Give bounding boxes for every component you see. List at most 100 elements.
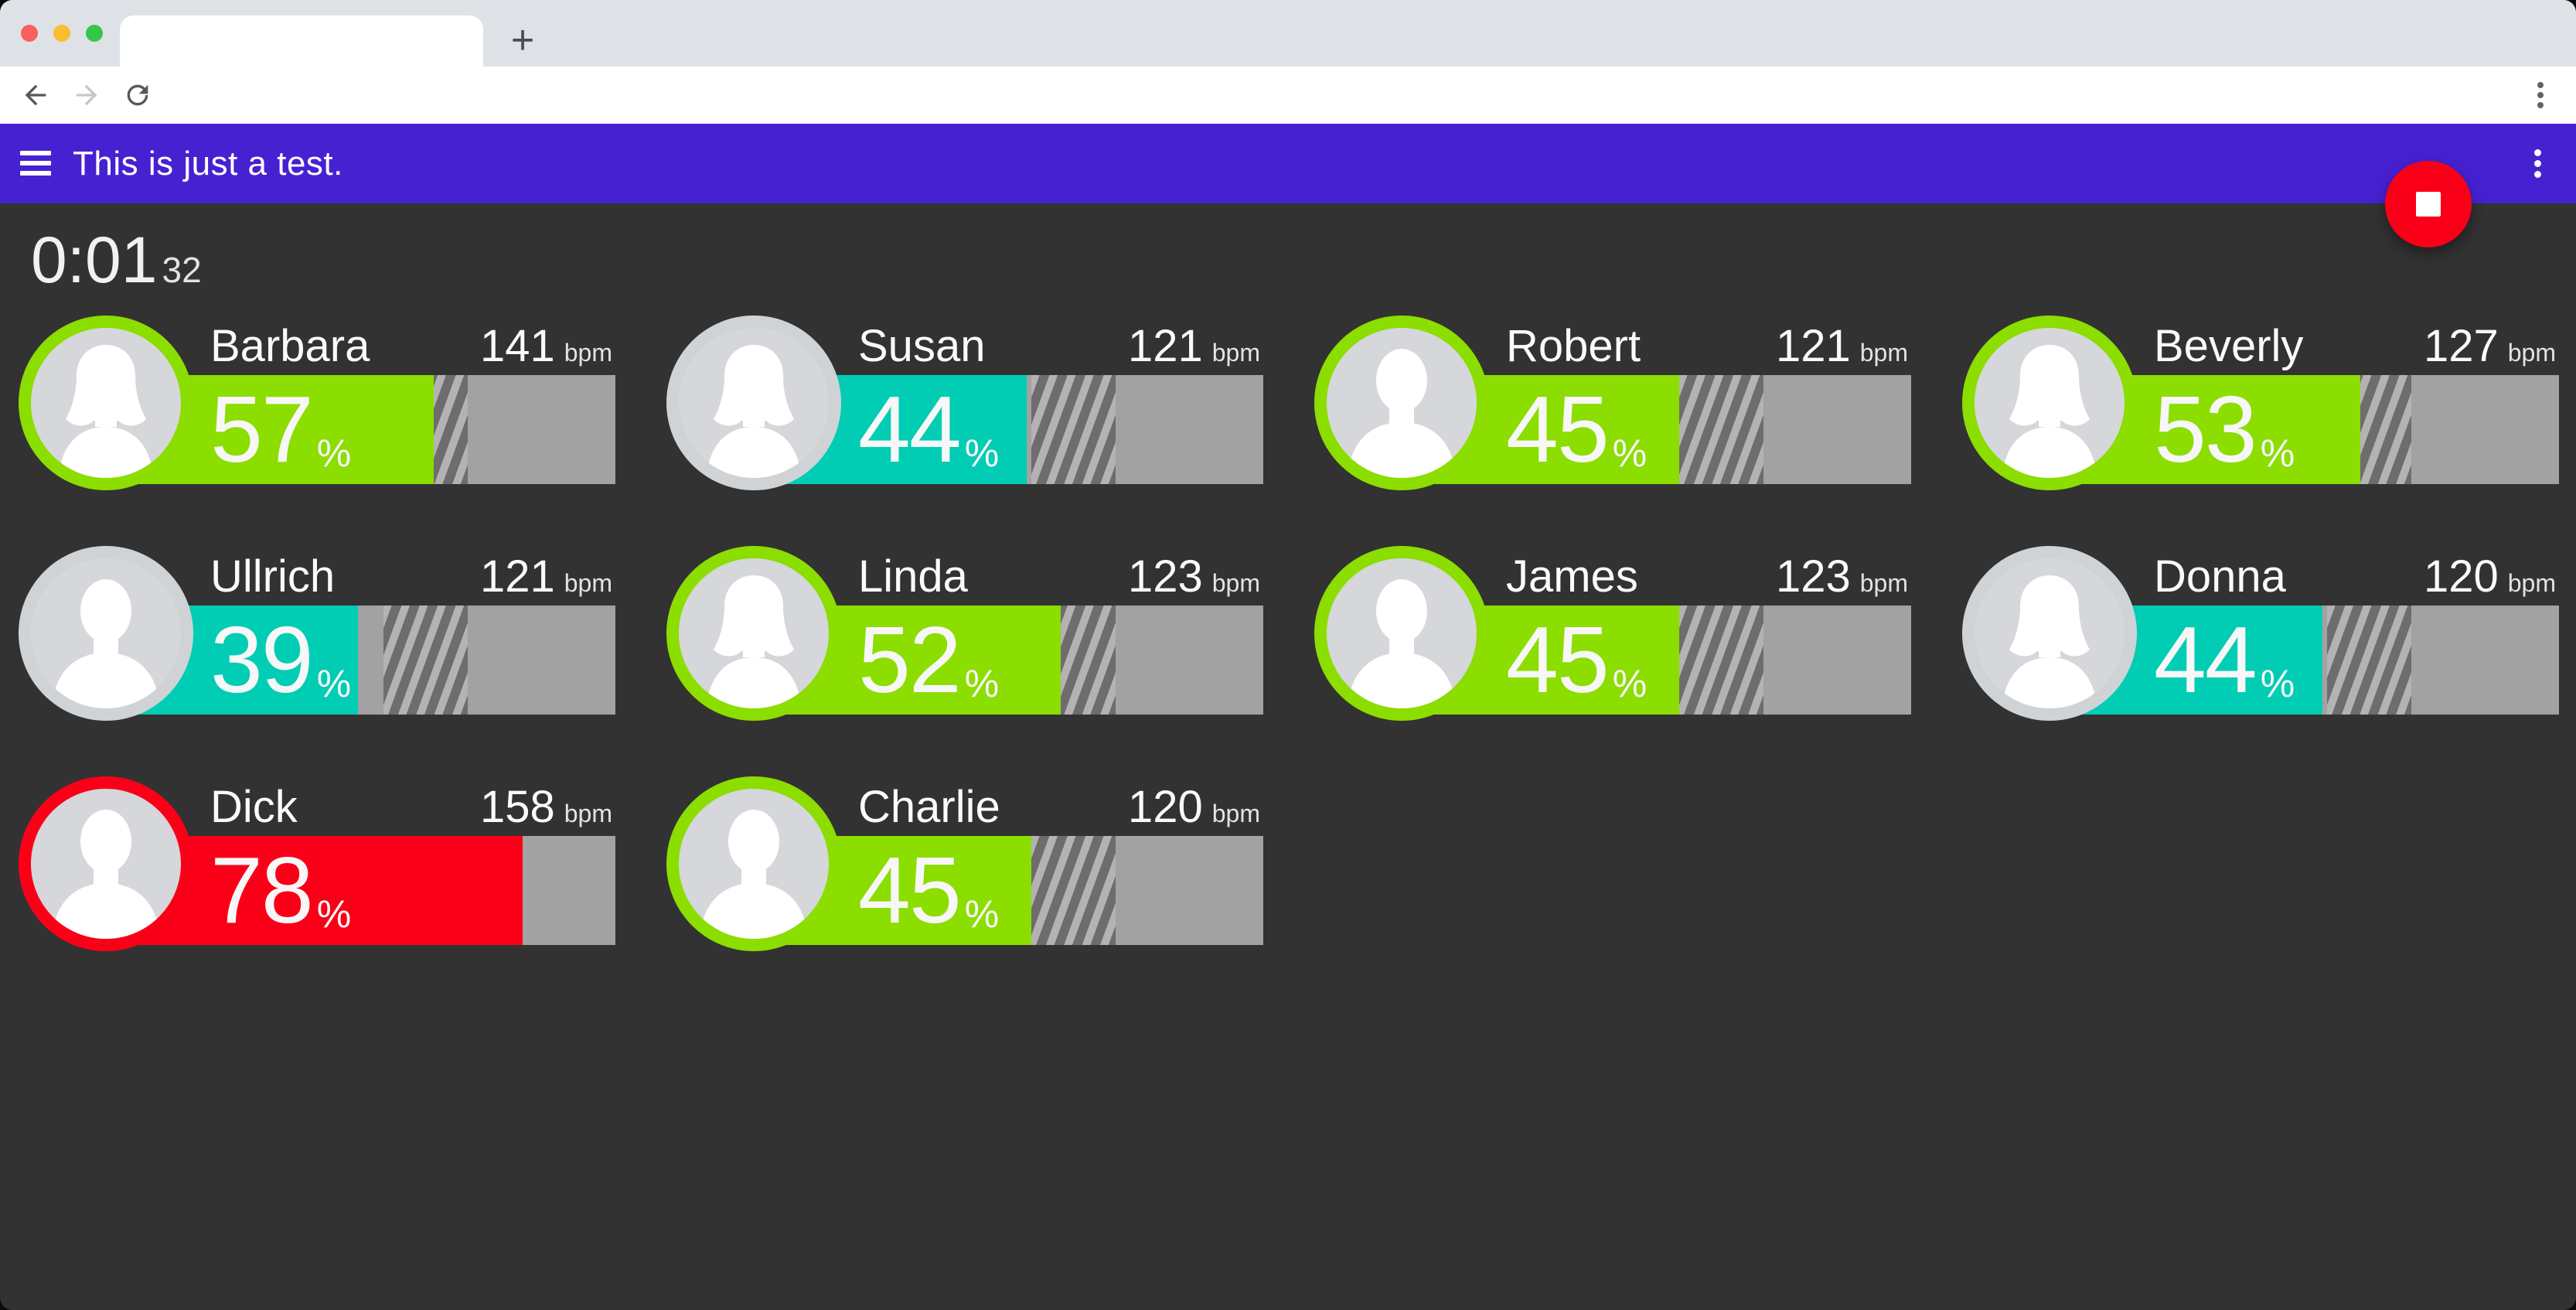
avatar xyxy=(1327,328,1477,478)
male-silhouette-icon xyxy=(52,810,160,939)
hr-zone-bar: 45% xyxy=(1402,375,1911,484)
participant-name: Charlie xyxy=(858,782,1000,832)
avatar xyxy=(31,328,181,478)
participant-name: Beverly xyxy=(2154,321,2304,371)
close-window-button[interactable] xyxy=(21,25,38,42)
percent-sign: % xyxy=(964,432,1000,475)
kebab-dot xyxy=(2537,102,2544,108)
bpm-value: 121 xyxy=(1775,321,1851,371)
percent-value: 39 xyxy=(210,607,314,712)
percent-value: 45 xyxy=(1506,607,1610,712)
timer-minutes-seconds: 0:01 xyxy=(31,223,158,296)
percent-value: 44 xyxy=(858,377,962,482)
bpm-unit-label: bpm xyxy=(1859,339,1908,367)
bpm-unit-label: bpm xyxy=(564,800,612,827)
participant-card[interactable]: 57% Barbara 141 bpm xyxy=(19,316,615,490)
percent-sign: % xyxy=(964,662,1000,705)
participant-card[interactable]: 45% Charlie 120 bpm xyxy=(666,776,1263,951)
card-header-row: Dick 158 bpm xyxy=(210,781,612,833)
timer-fraction: 32 xyxy=(162,250,202,290)
intensity-percent: 44% xyxy=(2154,612,2295,707)
avatar-ring xyxy=(19,546,193,721)
zoom-window-button[interactable] xyxy=(86,25,103,42)
browser-menu-button[interactable] xyxy=(2523,67,2557,124)
target-zone-hatch xyxy=(383,606,468,715)
kebab-dot xyxy=(2533,149,2541,156)
participant-card[interactable]: 45% Robert 121 bpm xyxy=(1314,316,1911,490)
intensity-percent: 39% xyxy=(210,612,351,707)
avatar xyxy=(1327,558,1477,708)
target-zone-hatch xyxy=(1679,606,1763,715)
app-menu-button[interactable] xyxy=(2520,124,2554,203)
participant-name: James xyxy=(1506,551,1638,602)
male-silhouette-icon xyxy=(700,810,808,939)
participant-card[interactable]: 78% Dick 158 bpm xyxy=(19,776,615,951)
bpm-readout: 141 bpm xyxy=(480,320,612,372)
bpm-readout: 120 bpm xyxy=(2424,551,2556,602)
participant-card[interactable]: 45% James 123 bpm xyxy=(1314,546,1911,721)
intensity-percent: 78% xyxy=(210,843,351,937)
male-silhouette-icon xyxy=(1348,579,1456,708)
back-arrow-icon xyxy=(25,84,46,106)
back-button[interactable] xyxy=(20,80,51,111)
avatar xyxy=(679,789,829,939)
target-zone-hatch xyxy=(1031,375,1116,484)
percent-sign: % xyxy=(2260,432,2295,475)
avatar xyxy=(31,558,181,708)
percent-sign: % xyxy=(316,662,352,705)
participant-card[interactable]: 52% Linda 123 bpm xyxy=(666,546,1263,721)
bpm-readout: 121 bpm xyxy=(1128,320,1260,372)
avatar-ring xyxy=(1962,546,2137,721)
bpm-readout: 121 bpm xyxy=(480,551,612,602)
new-tab-button[interactable]: + xyxy=(501,19,544,62)
minimize-window-button[interactable] xyxy=(53,25,70,42)
browser-tab[interactable] xyxy=(120,15,483,67)
bpm-readout: 121 bpm xyxy=(1776,320,1908,372)
bpm-value: 158 xyxy=(479,782,555,832)
target-zone-hatch xyxy=(1679,375,1763,484)
female-silhouette-icon xyxy=(706,345,802,478)
stop-session-fab[interactable] xyxy=(2385,161,2472,247)
percent-value: 45 xyxy=(1506,377,1610,482)
intensity-percent: 57% xyxy=(210,382,351,476)
bpm-value: 121 xyxy=(1127,321,1203,371)
bpm-unit-label: bpm xyxy=(2507,569,2556,597)
reload-button[interactable] xyxy=(122,80,153,111)
female-silhouette-icon xyxy=(58,345,154,478)
percent-sign: % xyxy=(316,432,352,475)
participant-card[interactable]: 44% Susan 121 bpm xyxy=(666,316,1263,490)
bpm-readout: 123 bpm xyxy=(1776,551,1908,602)
browser-tab-strip: + xyxy=(0,0,2576,67)
bpm-value: 120 xyxy=(1127,782,1203,832)
intensity-percent: 45% xyxy=(858,843,999,937)
avatar-ring xyxy=(666,546,841,721)
avatar-ring xyxy=(19,776,193,951)
traffic-lights xyxy=(21,25,103,42)
participant-card[interactable]: 53% Beverly 127 bpm xyxy=(1962,316,2559,490)
app-bar: This is just a test. xyxy=(0,124,2576,203)
intensity-percent: 45% xyxy=(1506,612,1647,707)
bpm-readout: 123 bpm xyxy=(1128,551,1260,602)
hamburger-menu-button[interactable] xyxy=(20,149,51,177)
target-zone-hatch xyxy=(2327,606,2411,715)
session-timer: 0:01 32 xyxy=(31,226,202,294)
bpm-readout: 127 bpm xyxy=(2424,320,2556,372)
avatar xyxy=(1975,558,2125,708)
participant-name: Robert xyxy=(1506,321,1641,371)
stop-icon xyxy=(2416,192,2441,217)
avatar xyxy=(31,789,181,939)
percent-sign: % xyxy=(1612,432,1647,475)
intensity-percent: 45% xyxy=(1506,382,1647,476)
female-silhouette-icon xyxy=(706,575,802,708)
participant-name: Barbara xyxy=(210,321,370,371)
intensity-percent: 44% xyxy=(858,382,999,476)
percent-sign: % xyxy=(316,892,352,936)
hr-zone-bar: 78% xyxy=(106,836,615,945)
forward-button[interactable] xyxy=(71,80,102,111)
bpm-value: 123 xyxy=(1127,551,1203,602)
avatar xyxy=(679,558,829,708)
participant-card[interactable]: 39% Ullrich 121 bpm xyxy=(19,546,615,721)
participant-name: Donna xyxy=(2154,551,2286,602)
participant-card[interactable]: 44% Donna 120 bpm xyxy=(1962,546,2559,721)
